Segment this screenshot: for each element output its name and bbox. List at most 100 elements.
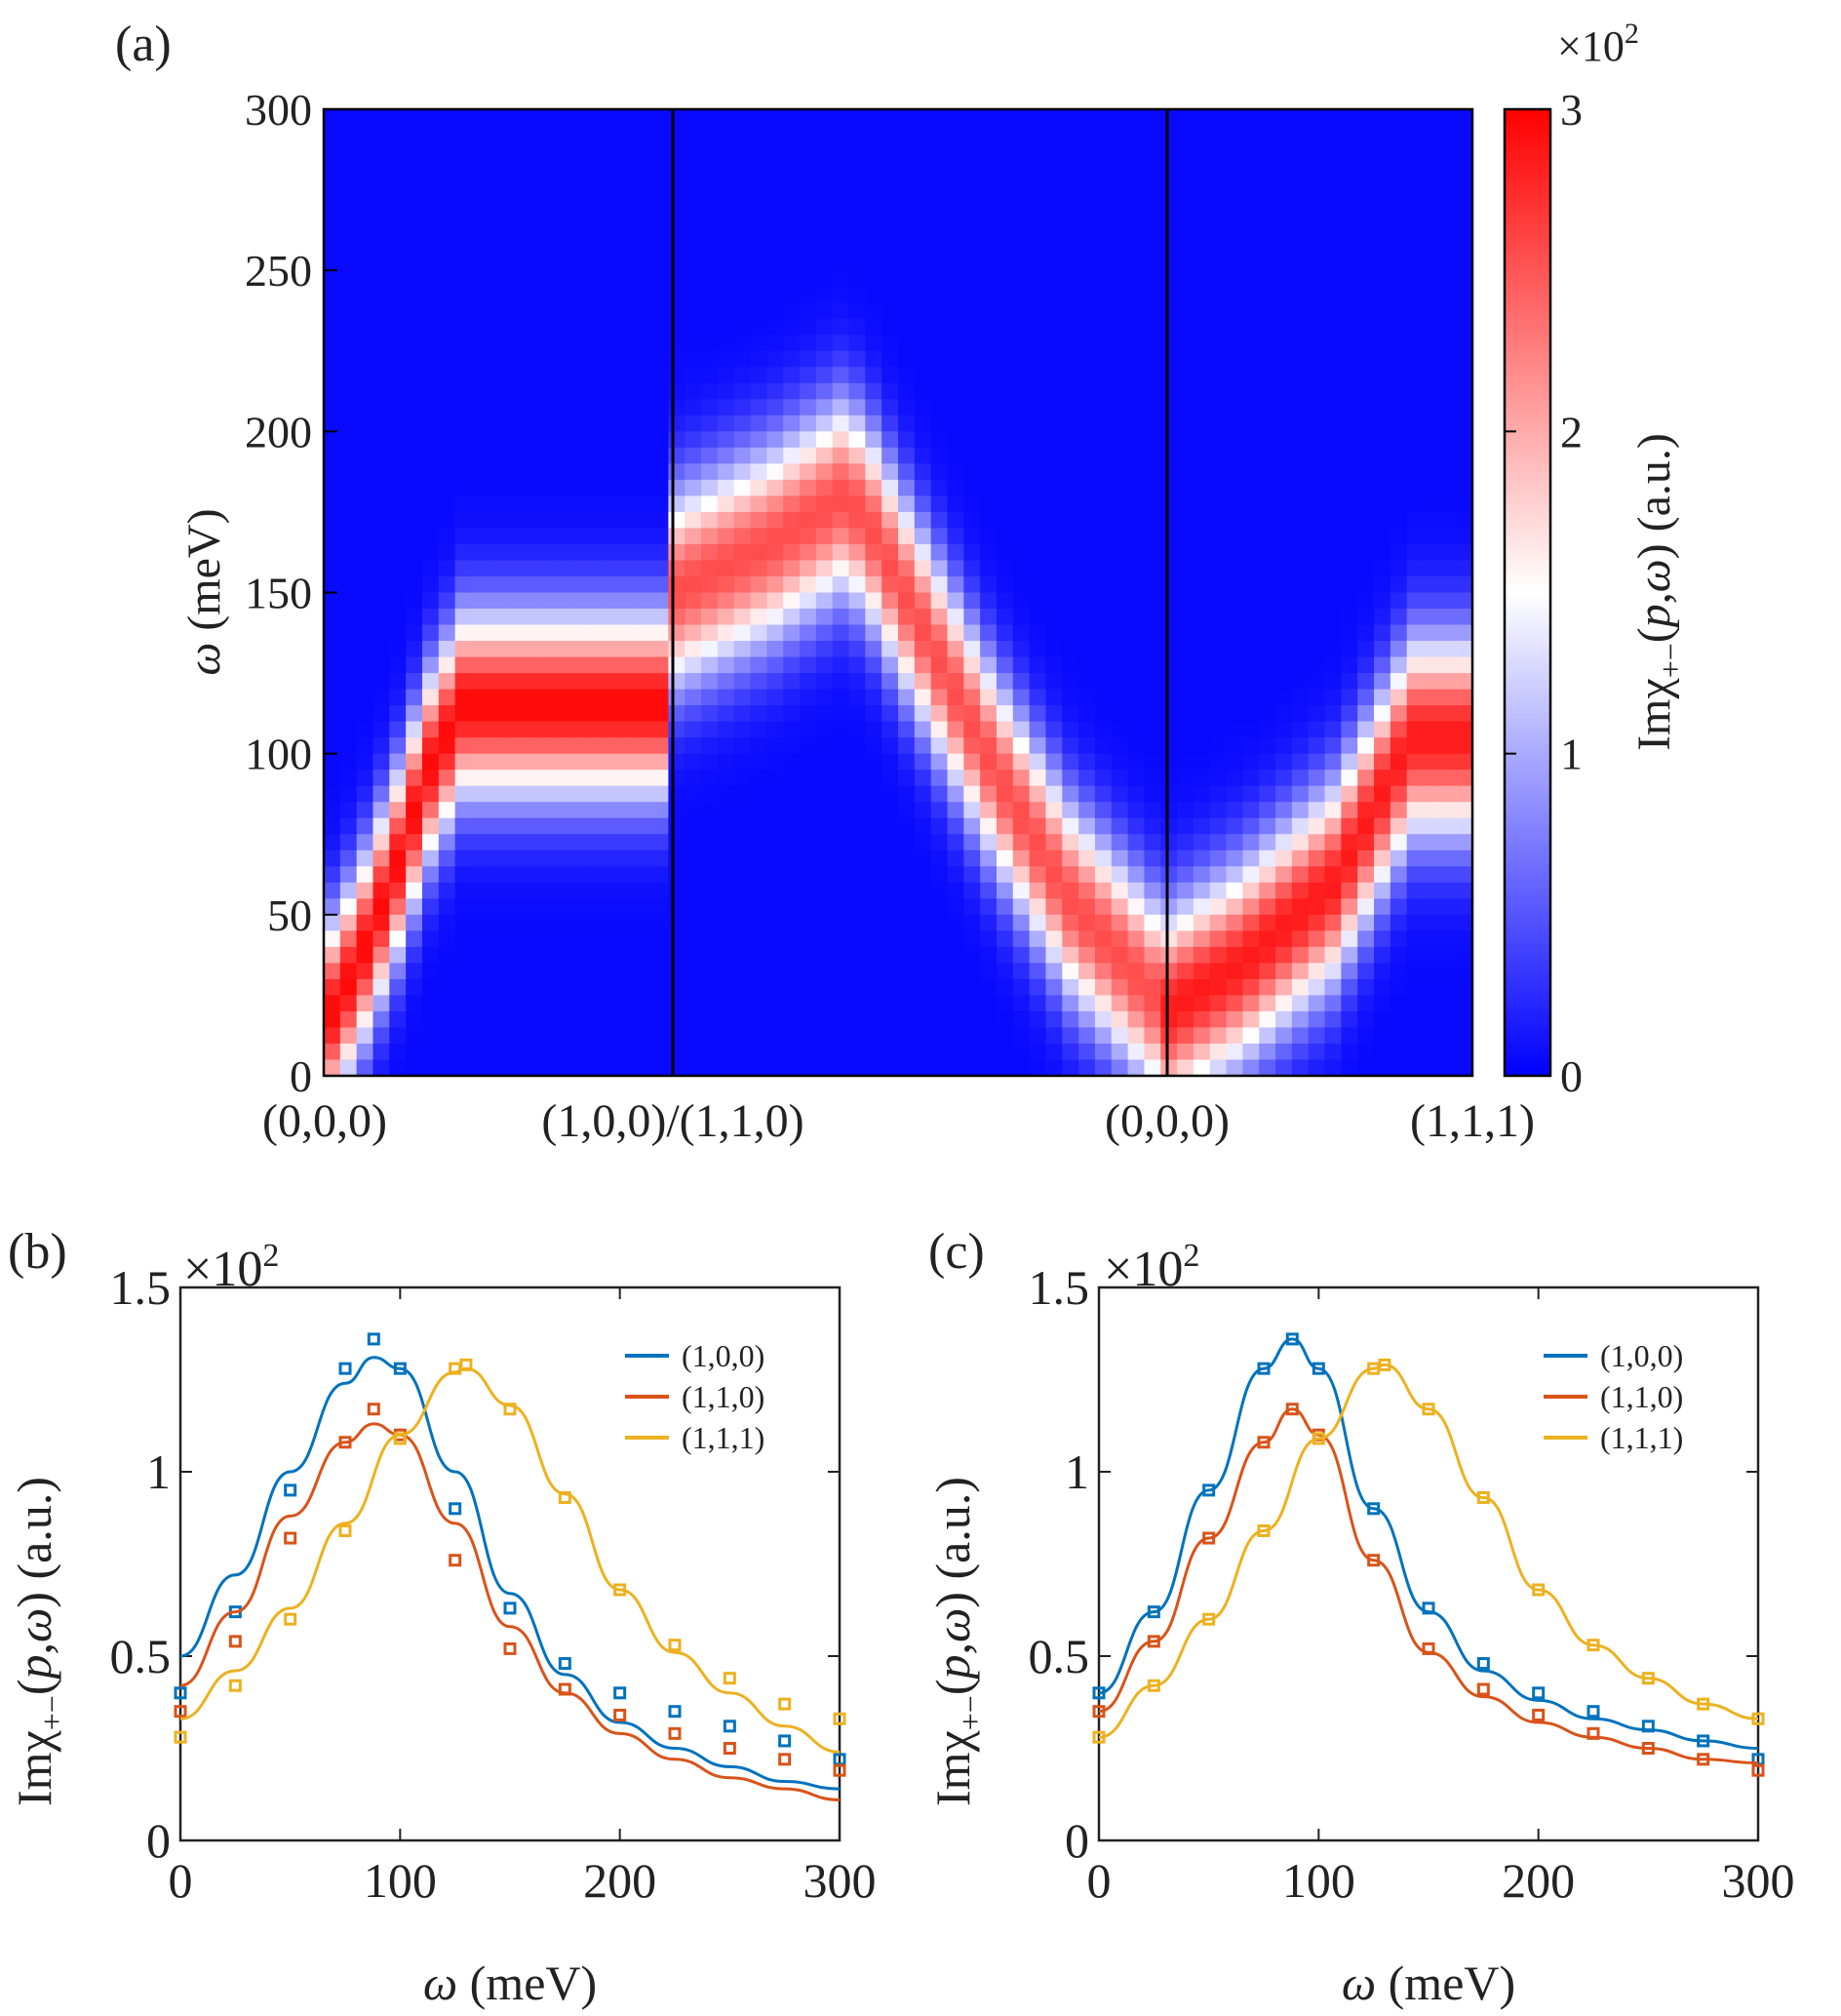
heatmap-cell: [832, 850, 850, 867]
heatmap-cell: [930, 415, 949, 432]
heatmap-cell: [1078, 447, 1096, 464]
heatmap-cell: [618, 560, 637, 577]
heatmap-cell: [717, 109, 735, 127]
heatmap-cell: [1127, 882, 1146, 899]
heatmap-cell: [963, 866, 981, 884]
heatmap-cell: [1144, 335, 1161, 352]
heatmap-cell: [488, 495, 505, 513]
heatmap-cell: [832, 495, 850, 513]
heatmap-cell: [1324, 785, 1342, 803]
heatmap-cell: [488, 447, 505, 464]
heatmap-cell: [1177, 995, 1195, 1012]
heatmap-cell: [504, 785, 522, 803]
heatmap-cell: [421, 479, 440, 496]
heatmap-cell: [1094, 109, 1113, 127]
heatmap-cell: [471, 575, 489, 594]
heatmap-cell: [832, 689, 850, 706]
heatmap-cell: [1406, 560, 1425, 577]
heatmap-cell: [1406, 609, 1425, 626]
heatmap-cell: [1029, 914, 1047, 931]
heatmap-cell: [1094, 463, 1113, 481]
heatmap-cell: [618, 705, 637, 723]
heatmap-cell: [1062, 270, 1079, 288]
heatmap-cell: [536, 157, 555, 175]
heatmap-cell: [881, 511, 899, 530]
heatmap-cell: [1144, 930, 1161, 948]
heatmap-cell: [603, 495, 620, 513]
heatmap-cell: [1160, 656, 1178, 674]
heatmap-cell: [898, 431, 916, 449]
heatmap-cell: [1160, 930, 1178, 948]
heatmap-cell: [1094, 866, 1113, 884]
heatmap-cell: [1390, 1059, 1408, 1077]
heatmap-cell: [504, 479, 522, 496]
heatmap-cell: [504, 575, 522, 594]
heatmap-cell: [324, 1043, 341, 1061]
heatmap-cell: [1160, 1027, 1178, 1045]
heatmap-cell: [733, 157, 752, 175]
heatmap-cell: [406, 447, 423, 464]
heatmap-cell: [339, 125, 358, 142]
heatmap-cell: [1291, 431, 1310, 449]
heatmap-cell: [1390, 125, 1408, 142]
heatmap-cell: [1374, 689, 1391, 706]
heatmap-cell: [1012, 930, 1031, 948]
heatmap-cell: [717, 1059, 735, 1077]
heatmap-cell: [914, 221, 932, 239]
heatmap-cell: [980, 1010, 998, 1029]
heatmap-cell: [324, 543, 341, 562]
heatmap-cell: [1357, 495, 1375, 513]
heatmap-cell: [406, 785, 423, 803]
heatmap-cell: [1094, 415, 1113, 432]
data-marker: [1532, 1686, 1546, 1700]
heatmap-cell: [980, 254, 998, 271]
heatmap-cell: [881, 802, 899, 819]
heatmap-cell: [914, 1027, 932, 1045]
heatmap-cell: [520, 737, 538, 755]
heatmap-cell: [1341, 157, 1358, 175]
heatmap-cell: [914, 673, 932, 691]
heatmap-cell: [635, 302, 653, 320]
heatmap-cell: [421, 721, 440, 738]
heatmap-cell: [520, 463, 538, 481]
heatmap-cell: [324, 109, 341, 127]
heatmap-cell: [881, 270, 899, 288]
heatmap-cell: [1259, 575, 1276, 594]
heatmap-cell: [1029, 109, 1047, 127]
heatmap-cell: [339, 141, 358, 159]
heatmap-cell: [339, 930, 358, 948]
heatmap-cell: [881, 109, 899, 127]
heatmap-cell: [603, 109, 620, 127]
heatmap-cell: [1144, 543, 1161, 562]
heatmap-cell: [1062, 511, 1079, 530]
heatmap-cell: [356, 302, 374, 320]
heatmap-cell: [815, 785, 834, 803]
heatmap-cell: [536, 335, 555, 352]
heatmap-cell: [438, 367, 456, 384]
heatmap-cell: [1423, 946, 1440, 964]
heatmap-cell: [488, 270, 505, 288]
heatmap-cell: [865, 495, 882, 513]
heatmap-cell: [339, 866, 358, 884]
heatmap-cell: [339, 238, 358, 256]
heatmap-cell: [471, 447, 489, 464]
heatmap-cell: [1357, 238, 1375, 256]
heatmap-cell: [947, 174, 964, 191]
heatmap-cell: [783, 721, 801, 738]
heatmap-cell: [947, 914, 964, 931]
heatmap-cell: [766, 1059, 784, 1077]
heatmap-cell: [618, 367, 637, 384]
heatmap-cell: [1324, 206, 1342, 223]
heatmap-cell: [848, 850, 866, 867]
heatmap-cell: [1423, 125, 1440, 142]
data-marker: [174, 1730, 187, 1744]
heatmap-cell: [1357, 431, 1375, 449]
heatmap-cell: [553, 447, 571, 464]
heatmap-cell: [800, 157, 817, 175]
heatmap-cell: [618, 914, 637, 931]
heatmap-cell: [1226, 689, 1243, 706]
heatmap-cell: [800, 495, 817, 513]
heatmap-cell: [372, 543, 390, 562]
heatmap-cell: [1226, 350, 1243, 368]
heatmap-cell: [520, 575, 538, 594]
